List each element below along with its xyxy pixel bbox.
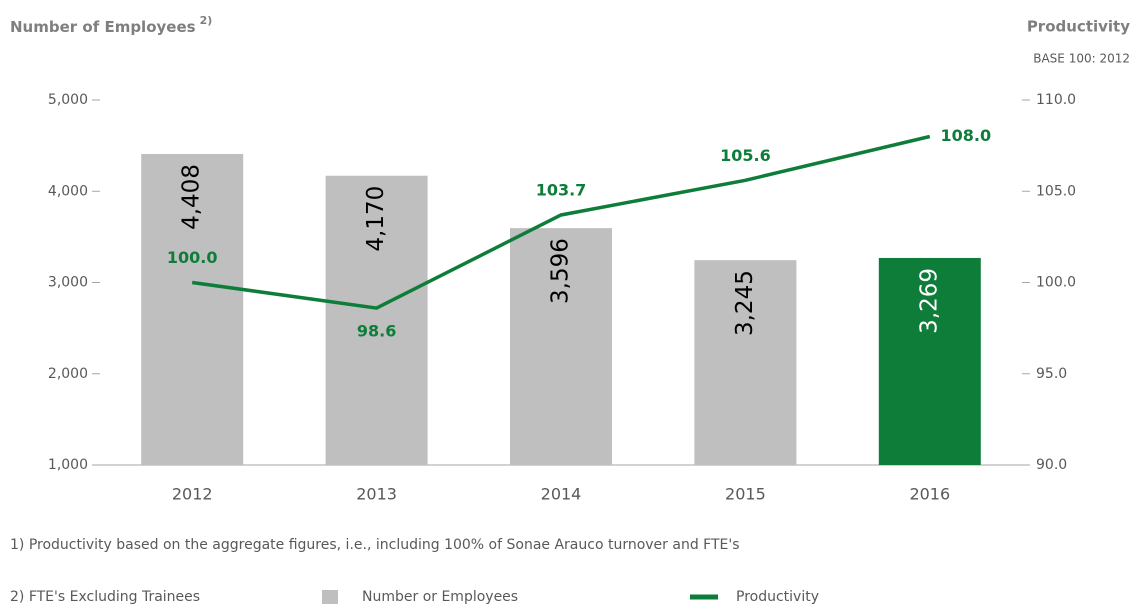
line-value-label: 103.7	[536, 180, 587, 199]
productivity-line	[191, 134, 931, 310]
footnote: 1) Productivity based on the aggregate f…	[10, 537, 740, 553]
y-tick-label: 2,000	[48, 366, 88, 382]
y-tick-label: 5,000	[48, 92, 88, 108]
bar-value-label: 3,269	[916, 268, 942, 334]
y-axis-title-text: Number of Employees	[10, 18, 196, 36]
footnote: 2) FTE's Excluding Trainees	[10, 589, 200, 605]
line-value-label: 108.0	[940, 126, 991, 145]
bar-value-label: 4,408	[179, 164, 205, 230]
legend-swatch	[322, 590, 338, 604]
y2-tick-label: 105.0	[1036, 183, 1076, 199]
y2-tick-label: 95.0	[1036, 366, 1067, 382]
y2-axis-subtitle: BASE 100: 2012	[1033, 52, 1130, 66]
y2-axis-title: Productivity	[1027, 18, 1130, 36]
y-tick-label: 1,000	[48, 457, 88, 473]
y2-tick-label: 90.0	[1036, 457, 1067, 473]
x-tick-label: 2012	[172, 485, 213, 504]
y2-tick-label: 100.0	[1036, 275, 1076, 291]
x-tick-label: 2016	[909, 485, 950, 504]
x-tick-label: 2013	[356, 485, 397, 504]
bar	[141, 154, 244, 465]
x-tick-label: 2015	[725, 485, 766, 504]
y-tick-label: 4,000	[48, 183, 88, 199]
line-value-label: 100.0	[167, 248, 218, 267]
legend-label: Productivity	[736, 589, 819, 605]
bar	[510, 228, 612, 465]
y-axis-title: Number of Employees 2)	[10, 14, 212, 36]
bar	[878, 257, 981, 465]
line-value-label: 105.6	[720, 146, 771, 165]
y-axis-title-note: 2)	[200, 14, 213, 27]
bar	[325, 175, 428, 466]
bar-value-label: 3,245	[732, 270, 758, 336]
y-tick-label: 3,000	[48, 275, 88, 291]
legend-label: Number or Employees	[362, 589, 518, 605]
bar-value-label: 3,596	[548, 238, 574, 304]
x-tick-label: 2014	[541, 485, 582, 504]
line-value-label: 98.6	[357, 322, 396, 341]
bar-value-label: 4,170	[363, 186, 389, 252]
bar	[694, 260, 797, 465]
y2-tick-label: 110.0	[1036, 92, 1076, 108]
